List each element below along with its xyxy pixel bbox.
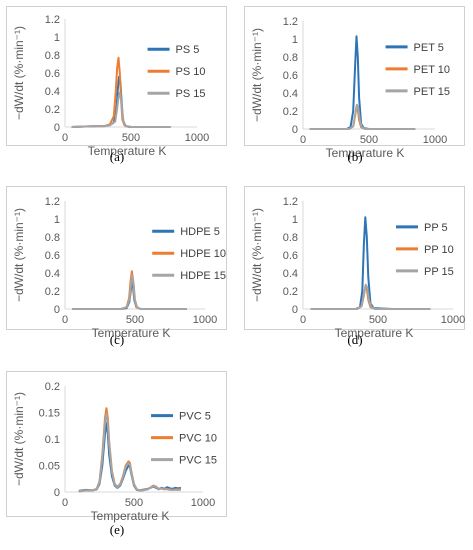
- x-tick-label: 500: [125, 497, 143, 509]
- x-tick-label: 500: [369, 314, 387, 326]
- legend-entry: HDPE 10: [180, 248, 226, 260]
- x-tick-label: 1000: [423, 134, 447, 146]
- legend-entry: PP 5: [424, 222, 448, 234]
- y-tick-label: 0.05: [39, 461, 60, 473]
- x-tick-label: 1000: [185, 132, 209, 144]
- x-axis-label: Temperature K: [326, 146, 405, 160]
- x-tick-label: 500: [122, 132, 140, 144]
- legend-entry: PET 5: [414, 42, 444, 54]
- y-tick-label: 0.1: [45, 434, 60, 446]
- y-axis-label: −dW/dt (%·min⁻¹): [250, 208, 264, 302]
- series-line-ps-15: [71, 91, 171, 128]
- legend-entry: PP 15: [424, 266, 454, 278]
- y-tick-label: 0.2: [283, 106, 298, 118]
- legend-entry: PVC 10: [179, 433, 217, 445]
- y-tick-label: 0.4: [45, 86, 60, 98]
- x-axis-label: Temperature K: [88, 144, 167, 158]
- legend-entry: PET 15: [414, 86, 451, 98]
- panel-caption-d: (d): [347, 332, 363, 347]
- x-tick-label: 500: [360, 134, 378, 146]
- chart-panel-a: 0 0.2 0.4 0.6 0.8 1 1.2 0 500 1000 Temperature K −d…: [6, 6, 227, 158]
- panel-caption-a: (a): [109, 149, 125, 164]
- y-tick-label: 0.4: [283, 88, 298, 100]
- y-tick-label: 1.2: [45, 196, 60, 208]
- y-tick-label: 0.6: [45, 68, 60, 80]
- y-tick-label: 1.2: [45, 14, 60, 26]
- x-axis-label: Temperature K: [92, 326, 171, 340]
- panel-caption-c: (c): [109, 332, 125, 347]
- y-tick-label: 1: [292, 34, 298, 46]
- y-tick-label: 0.6: [45, 250, 60, 262]
- series-line-pet-15: [309, 103, 416, 130]
- x-tick-label: 0: [62, 314, 68, 326]
- legend-entry: PVC 5: [179, 411, 211, 423]
- x-tick-label: 1000: [193, 314, 217, 326]
- y-tick-label: 0.6: [283, 70, 298, 82]
- y-tick-label: 0.8: [45, 50, 60, 62]
- legend-entry: PVC 15: [179, 455, 217, 467]
- x-tick-label: 0: [62, 132, 68, 144]
- y-tick-label: 1.2: [283, 196, 298, 208]
- x-tick-label: 0: [300, 134, 306, 146]
- chart-svg-c: 0 0.2 0.4 0.6 0.8 1 1.2 0 500 1000 Temperature K −d…: [12, 196, 226, 340]
- x-tick-label: 1000: [441, 314, 465, 326]
- series-line-pvc-5: [78, 422, 182, 492]
- y-tick-label: 0.2: [283, 286, 298, 298]
- x-tick-label: 1000: [191, 497, 215, 509]
- y-tick-label: 0.4: [45, 268, 60, 280]
- y-tick-label: 0: [54, 304, 60, 316]
- series-line-hdpe-15: [72, 273, 187, 310]
- y-axis-label: −dW/dt (%·min⁻¹): [250, 28, 264, 122]
- y-tick-label: 1: [54, 32, 60, 44]
- series-line-pvc-10: [78, 407, 181, 493]
- y-tick-label: 0: [292, 304, 298, 316]
- chart-svg-d: 0 0.2 0.4 0.6 0.8 1 1.2 0 500 1000 Temperature K −d…: [250, 196, 465, 340]
- legend-entry: PET 10: [414, 64, 451, 76]
- y-tick-label: 0.4: [283, 268, 298, 280]
- y-tick-label: 0.2: [45, 104, 60, 116]
- chart-panel-e: 0 0.05 0.1 0.15 0.2 0 500 1000 Temperature K −dW/…: [6, 371, 227, 523]
- x-tick-label: 0: [300, 314, 306, 326]
- chart-panel-b: 0 0.2 0.4 0.6 0.8 1 1.2 0 500 1000 Temperature K −d…: [244, 6, 465, 160]
- y-tick-label: 0: [54, 487, 60, 499]
- legend-entry: HDPE 5: [180, 226, 220, 238]
- y-tick-label: 1: [54, 214, 60, 226]
- series-line-pp-15: [310, 283, 431, 310]
- y-axis-label: −dW/dt (%·min⁻¹): [12, 208, 26, 302]
- chart-panel-d: 0 0.2 0.4 0.6 0.8 1 1.2 0 500 1000 Temperature K −d…: [244, 186, 465, 340]
- y-tick-label: 0.8: [45, 232, 60, 244]
- chart-panel-c: 0 0.2 0.4 0.6 0.8 1 1.2 0 500 1000 Temperature K −d…: [6, 186, 227, 340]
- chart-svg-e: 0 0.05 0.1 0.15 0.2 0 500 1000 Temperature K −dW/…: [12, 381, 217, 523]
- y-tick-label: 0: [54, 122, 60, 134]
- series-line-pet-5: [309, 35, 416, 130]
- panel-caption-e: (e): [109, 522, 125, 537]
- series-line-pvc-15: [78, 412, 181, 493]
- chart-svg-b: 0 0.2 0.4 0.6 0.8 1 1.2 0 500 1000 Temperature K −d…: [250, 16, 451, 160]
- legend-entry: PS 10: [176, 66, 206, 78]
- x-axis-label: Temperature K: [91, 509, 170, 523]
- x-tick-label: 500: [126, 314, 144, 326]
- panel-caption-b: (b): [347, 149, 363, 164]
- y-tick-label: 0.2: [45, 381, 60, 393]
- y-tick-label: 0.6: [283, 250, 298, 262]
- y-axis-label: −dW/dt (%·min⁻¹): [12, 26, 26, 120]
- y-tick-label: 1.2: [283, 16, 298, 28]
- chart-svg-a: 0 0.2 0.4 0.6 0.8 1 1.2 0 500 1000 Temperature K −d…: [12, 14, 209, 158]
- legend-entry: PS 15: [176, 88, 206, 100]
- legend-entry: PP 10: [424, 244, 454, 256]
- series-line-pp-5: [310, 216, 431, 310]
- y-tick-label: 0: [292, 124, 298, 136]
- y-tick-label: 0.2: [45, 286, 60, 298]
- legend-entry: PS 5: [176, 44, 200, 56]
- y-axis-label: −dW/dt (%·min⁻¹): [12, 392, 26, 486]
- x-tick-label: 0: [62, 497, 68, 509]
- x-axis-label: Temperature K: [335, 326, 414, 340]
- legend-entry: HDPE 15: [180, 270, 226, 282]
- y-tick-label: 1: [292, 214, 298, 226]
- y-tick-label: 0.15: [39, 408, 60, 420]
- y-tick-label: 0.8: [283, 232, 298, 244]
- y-tick-label: 0.8: [283, 52, 298, 64]
